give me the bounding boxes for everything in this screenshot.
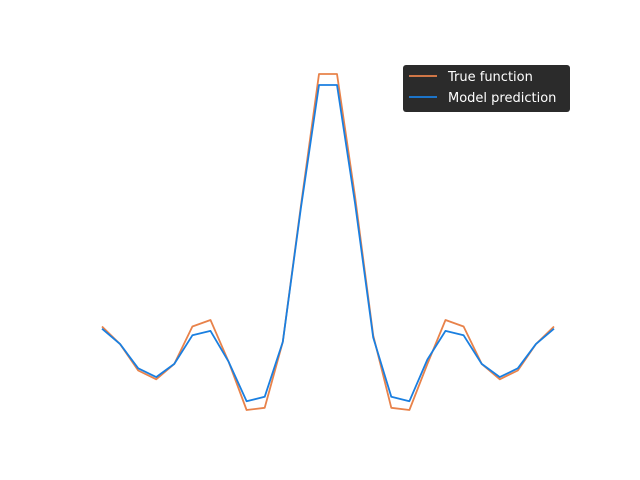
legend: True function Model prediction bbox=[403, 65, 570, 112]
series-line-0 bbox=[101, 73, 555, 411]
legend-label-0: True function bbox=[447, 70, 533, 85]
series-line-1 bbox=[101, 84, 555, 403]
legend-items: True function Model prediction bbox=[409, 70, 556, 106]
series-layer bbox=[101, 73, 555, 411]
legend-background bbox=[403, 65, 570, 112]
legend-label-1: Model prediction bbox=[448, 91, 556, 106]
